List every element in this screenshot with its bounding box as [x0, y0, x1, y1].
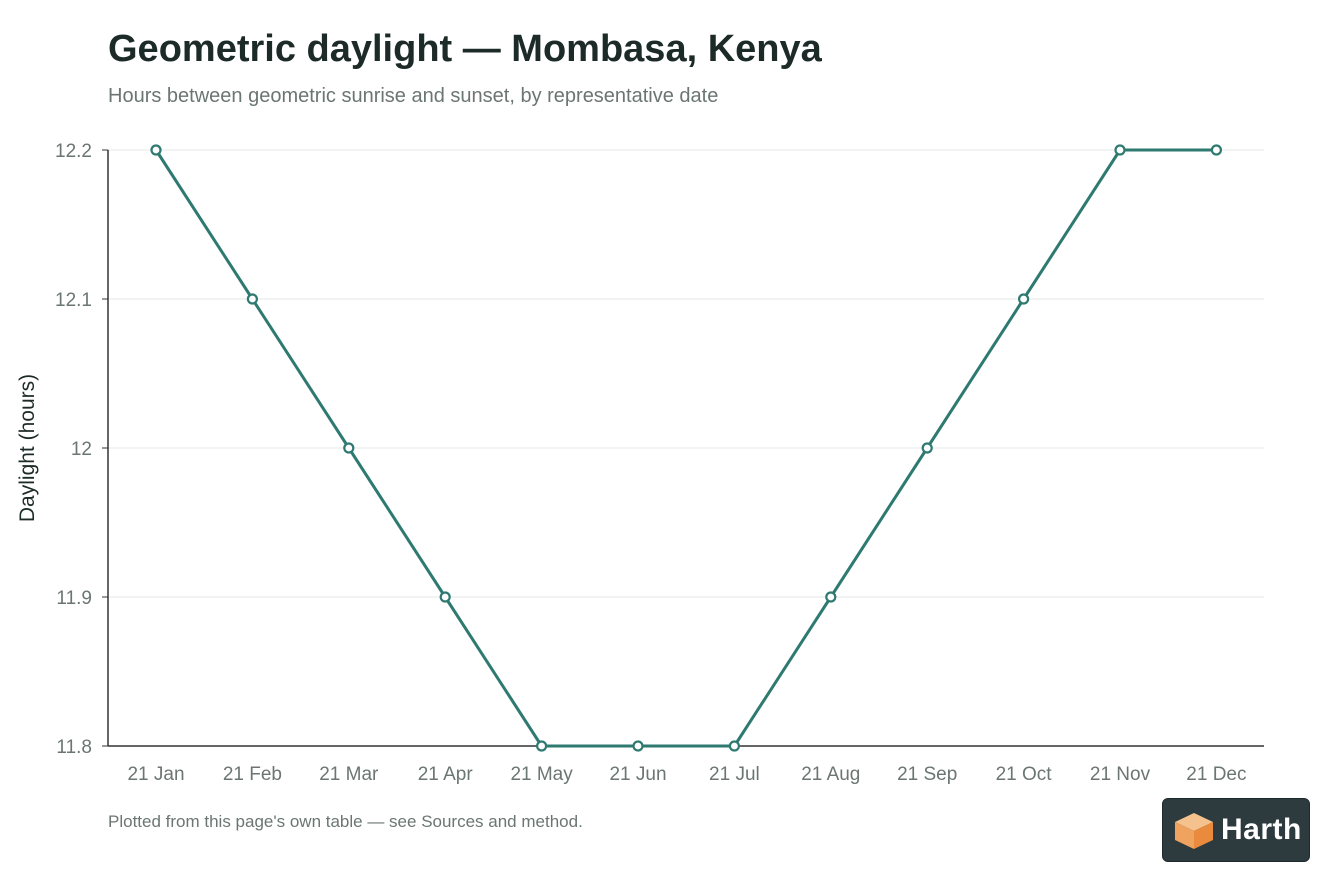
y-tick-label: 12 — [71, 439, 92, 460]
data-point — [343, 442, 355, 454]
data-point — [1114, 144, 1126, 156]
x-tick-label: 21 Nov — [1090, 764, 1151, 785]
y-tick-label: 11.9 — [56, 588, 92, 609]
y-axis-label: Daylight (hours) — [16, 374, 39, 522]
data-point — [921, 442, 933, 454]
x-tick-label: 21 Jul — [709, 764, 760, 785]
x-tick-label: 21 Feb — [223, 764, 282, 785]
y-tick-label: 12.2 — [55, 141, 92, 162]
tick-labels: 11.8 11.9 12 12.1 12.2 21 Jan 21 Feb 21 Mar 21 A… — [55, 141, 1246, 785]
data-point — [1210, 144, 1223, 156]
x-tick-label: 21 Jun — [609, 764, 666, 785]
data-point — [246, 293, 258, 305]
x-tick-label: 21 Sep — [897, 764, 957, 785]
grid-layer — [108, 149, 1264, 598]
data-point — [825, 591, 837, 603]
x-tick-label: 21 Dec — [1186, 764, 1246, 785]
data-point — [535, 740, 548, 752]
data-point — [632, 740, 644, 752]
x-tick-label: 21 May — [510, 764, 573, 785]
data-point — [728, 740, 741, 752]
data-point — [439, 591, 451, 603]
x-tick-label: 21 Jan — [127, 764, 184, 785]
x-tick-label: 21 Apr — [418, 764, 474, 785]
chart-subtitle: Hours between geometric sunrise and suns… — [108, 85, 719, 107]
data-point — [150, 144, 162, 156]
series-line — [154, 148, 1217, 748]
data-point — [1017, 293, 1030, 305]
y-tick-label: 11.8 — [56, 737, 92, 758]
harth-logo: Harth — [1162, 798, 1310, 862]
logo-text: Harth — [1221, 813, 1302, 846]
chart-title: Geometric daylight — Mombasa, Kenya — [108, 28, 822, 70]
x-tick-label: 21 Aug — [801, 764, 860, 785]
source-note: Plotted from this page's own table — see… — [108, 812, 583, 831]
x-tick-label: 21 Mar — [319, 764, 379, 785]
x-tick-label: 21 Oct — [996, 764, 1053, 785]
data-points — [150, 144, 1223, 752]
y-tick-label: 12.1 — [55, 290, 92, 311]
cube-icon — [1175, 813, 1213, 849]
